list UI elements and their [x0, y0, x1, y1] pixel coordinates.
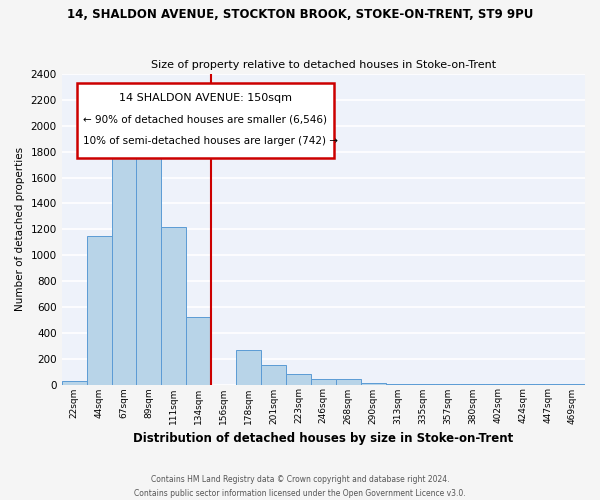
Bar — [62, 380, 86, 384]
Bar — [112, 132, 136, 384]
Text: 10% of semi-detached houses are larger (742) →: 10% of semi-detached houses are larger (… — [83, 136, 338, 146]
Text: 14, SHALDON AVENUE, STOCKTON BROOK, STOKE-ON-TRENT, ST9 9PU: 14, SHALDON AVENUE, STOCKTON BROOK, STOK… — [67, 8, 533, 20]
Bar — [361, 383, 386, 384]
FancyBboxPatch shape — [77, 84, 334, 158]
Bar — [136, 146, 161, 384]
Text: ← 90% of detached houses are smaller (6,546): ← 90% of detached houses are smaller (6,… — [83, 114, 326, 124]
Text: Contains HM Land Registry data © Crown copyright and database right 2024.
Contai: Contains HM Land Registry data © Crown c… — [134, 476, 466, 498]
X-axis label: Distribution of detached houses by size in Stoke-on-Trent: Distribution of detached houses by size … — [133, 432, 514, 445]
Bar — [336, 380, 361, 384]
Text: 14 SHALDON AVENUE: 150sqm: 14 SHALDON AVENUE: 150sqm — [119, 92, 292, 102]
Bar — [161, 226, 186, 384]
Y-axis label: Number of detached properties: Number of detached properties — [15, 147, 25, 312]
Bar — [86, 236, 112, 384]
Bar — [261, 365, 286, 384]
Bar — [236, 350, 261, 384]
Bar — [311, 378, 336, 384]
Bar — [186, 317, 211, 384]
Title: Size of property relative to detached houses in Stoke-on-Trent: Size of property relative to detached ho… — [151, 60, 496, 70]
Bar — [286, 374, 311, 384]
